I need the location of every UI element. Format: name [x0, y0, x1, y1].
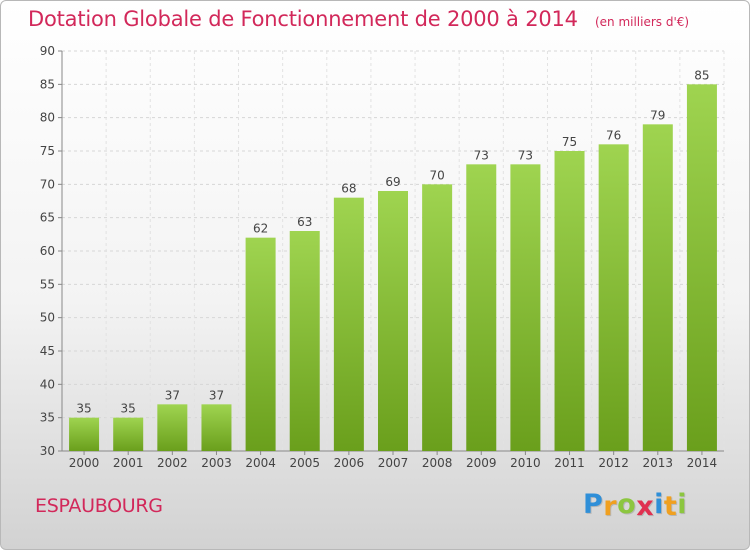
bar-value-label: 73 [518, 148, 533, 162]
y-tick-label: 50 [40, 311, 55, 325]
y-tick-label: 80 [40, 111, 55, 125]
y-tick-label: 35 [40, 411, 55, 425]
label-layer: 35 35 37 37 62 63 68 69 70 73 73 75 76 79 85 [76, 68, 709, 415]
bar [289, 231, 320, 451]
bar [686, 84, 717, 451]
bar [642, 124, 673, 451]
y-tick-label: 70 [40, 177, 55, 191]
title-row: Dotation Globale de Fonctionnement de 20… [28, 7, 689, 31]
y-tick-label: 85 [40, 77, 55, 91]
bar-value-label: 37 [165, 388, 180, 402]
bar-value-label: 75 [562, 135, 577, 149]
x-tick-label: 2011 [554, 456, 585, 470]
y-tick-label: 60 [40, 244, 55, 258]
x-tick-label: 2004 [245, 456, 276, 470]
y-tick-label: 55 [40, 277, 55, 291]
y-tick-label: 90 [40, 44, 55, 58]
brand-letter: x [636, 491, 655, 522]
x-tick-label: 2009 [466, 456, 497, 470]
y-tick-label: 45 [40, 344, 55, 358]
brand-letter: t [663, 491, 678, 522]
bar [598, 144, 629, 452]
x-tick-label: 2012 [598, 456, 629, 470]
y-tick-label: 75 [40, 144, 55, 158]
bar-value-label: 79 [650, 108, 665, 122]
bar-value-label: 69 [385, 175, 400, 189]
brand-letter: i [677, 489, 688, 520]
bar [201, 404, 232, 451]
chart-title: Dotation Globale de Fonctionnement de 20… [28, 7, 578, 31]
bar [466, 164, 497, 452]
x-tick-label: 2006 [334, 456, 365, 470]
chart-subtitle: (en milliers d'€) [594, 15, 690, 29]
x-tick-label: 2003 [201, 456, 232, 470]
bar-value-label: 63 [297, 215, 312, 229]
bar-value-label: 37 [209, 388, 224, 402]
bar-value-label: 70 [429, 168, 444, 182]
x-tick-label: 2014 [687, 456, 718, 470]
bar-value-label: 76 [606, 128, 621, 142]
x-tick-label: 2008 [422, 456, 453, 470]
commune-name: ESPAUBOURG [35, 495, 163, 517]
bar [69, 417, 100, 451]
bar [554, 151, 585, 451]
x-tick-label: 2010 [510, 456, 541, 470]
bar [333, 197, 364, 451]
proxiti-logo[interactable]: Proxiti [583, 489, 688, 522]
y-tick-label: 40 [40, 377, 55, 391]
y-tick-label: 65 [40, 211, 55, 225]
bar [510, 164, 541, 452]
bar [245, 237, 276, 451]
x-tick-label: 2002 [157, 456, 188, 470]
brand-letter: i [654, 489, 664, 520]
bar [113, 417, 144, 451]
x-tick-label: 2007 [378, 456, 409, 470]
bar-value-label: 62 [253, 222, 268, 236]
x-tick-label: 2000 [69, 456, 100, 470]
bar-layer [69, 84, 717, 452]
brand-letter: r [603, 491, 618, 522]
brand-letter: o [617, 489, 637, 520]
bar-value-label: 68 [341, 182, 356, 196]
bar [157, 404, 188, 451]
bar [378, 191, 408, 451]
x-tick-label: 2005 [289, 456, 320, 470]
x-tick-label: 2001 [113, 456, 144, 470]
x-tick-label: 2013 [643, 456, 674, 470]
bar-value-label: 85 [694, 68, 709, 82]
y-tick-label: 30 [40, 444, 55, 458]
bar [422, 184, 453, 452]
brand-letter: P [583, 489, 604, 520]
bar-value-label: 35 [121, 402, 136, 416]
bar-value-label: 73 [474, 148, 489, 162]
bar-value-label: 35 [76, 402, 91, 416]
